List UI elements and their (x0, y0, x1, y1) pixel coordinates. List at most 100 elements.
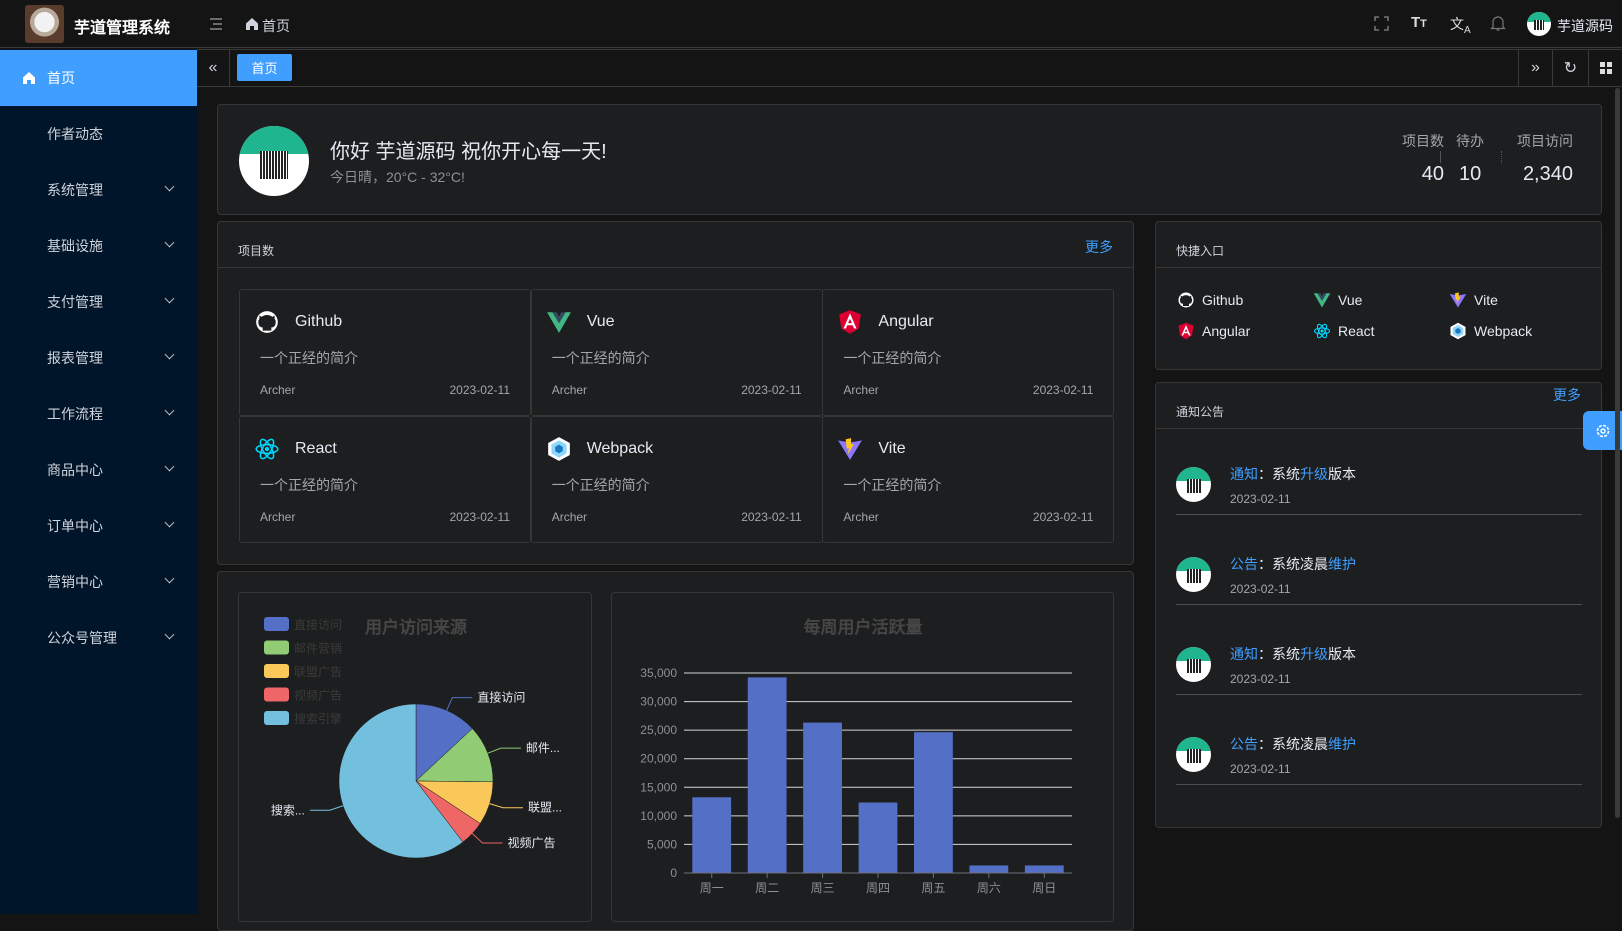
project-date: 2023-02-11 (1032, 510, 1094, 524)
sidebar-item[interactable]: 营销中心 (0, 554, 197, 610)
pie-legend-item[interactable]: 直接访问 (264, 617, 342, 632)
legend-swatch (264, 664, 289, 678)
shortcut-link[interactable]: Github (1177, 290, 1297, 312)
bar[interactable] (803, 722, 842, 873)
project-date: 2023-02-11 (449, 510, 511, 524)
scroll-tabs-left-button[interactable]: « (197, 50, 230, 86)
pie-slice[interactable] (415, 703, 473, 782)
notice-separator: ： (1258, 556, 1272, 572)
tab-home[interactable]: 首页 (237, 54, 292, 81)
shortcut-link[interactable]: React (1313, 321, 1433, 343)
pie-label: 邮件... (526, 741, 560, 755)
notice-date: 2023-02-11 (1230, 492, 1291, 506)
chevron-down-icon (164, 629, 175, 640)
notice-title[interactable]: 公告：系统凌晨维护 (1230, 734, 1356, 754)
shortcut-link[interactable]: Webpack (1449, 321, 1569, 343)
shortcut-link[interactable]: Vue (1313, 290, 1433, 312)
sidebar-item[interactable]: 系统管理 (0, 162, 197, 218)
sidebar-item[interactable]: 作者动态 (0, 106, 197, 162)
font-size-icon[interactable]: TT (1411, 14, 1427, 31)
notice-list: 通知：系统升级版本 2023-02-11 公告：系统凌晨维护 2023-02-11 通知… (1156, 429, 1603, 829)
pie-legend-item[interactable]: 搜索引擎 (264, 711, 342, 726)
pie-slice[interactable] (415, 728, 494, 783)
notice-type: 通知 (1230, 646, 1258, 662)
sidebar-item[interactable]: 支付管理 (0, 274, 197, 330)
sidebar-item-label: 支付管理 (47, 294, 103, 310)
pie-label-line (487, 747, 521, 754)
notices-more-link[interactable]: 更多 (1553, 387, 1581, 403)
page-scrollbar[interactable] (1615, 88, 1620, 818)
y-tick-label: 15,000 (640, 780, 677, 794)
projects-more-link[interactable]: 更多 (1085, 239, 1113, 255)
pie-legend-item[interactable]: 视频广告 (264, 687, 342, 703)
sidebar-item-label: 公众号管理 (47, 630, 117, 646)
menu-collapse-icon[interactable] (209, 17, 223, 31)
breadcrumb-home[interactable]: 首页 (262, 18, 290, 34)
shortcut-label: Vite (1474, 292, 1498, 308)
react-icon (1313, 323, 1331, 339)
webpack-icon (547, 437, 570, 461)
project-card[interactable]: Angular 一个正经的简介 Archer 2023-02-11 (822, 289, 1115, 416)
notice-title[interactable]: 公告：系统凌晨维护 (1230, 554, 1356, 574)
refresh-button[interactable]: ↻ (1552, 50, 1588, 86)
chevron-down-icon (164, 237, 175, 248)
sidebar-item[interactable]: 订单中心 (0, 498, 197, 554)
bell-icon[interactable] (1490, 14, 1506, 32)
stat-visits-value: 2,340 (1522, 163, 1573, 185)
stat-projects-label: 项目数 (1402, 133, 1444, 149)
sidebar-item[interactable]: 工作流程 (0, 386, 197, 442)
project-card[interactable]: Vite 一个正经的简介 Archer 2023-02-11 (822, 416, 1115, 543)
notice-title[interactable]: 通知：系统升级版本 (1230, 644, 1356, 664)
notice-title[interactable]: 通知：系统升级版本 (1230, 464, 1356, 484)
project-author: Archer (260, 510, 296, 524)
sidebar-item[interactable]: 基础设施 (0, 218, 197, 274)
stat-divider (1501, 151, 1502, 163)
project-card[interactable]: Github 一个正经的简介 Archer 2023-02-11 (239, 289, 531, 416)
project-card[interactable]: React 一个正经的简介 Archer 2023-02-11 (239, 416, 531, 543)
project-card[interactable]: Webpack 一个正经的简介 Archer 2023-02-11 (530, 416, 823, 543)
chevron-down-icon (164, 181, 175, 192)
shortcut-list: Github Vue Vite Angular React Webpack (1156, 268, 1603, 368)
sidebar-item[interactable]: 公众号管理 (0, 610, 197, 666)
notice-separator: ： (1258, 736, 1272, 752)
sidebar-item-label: 工作流程 (47, 406, 103, 422)
bar[interactable] (747, 677, 787, 873)
chevron-down-icon (164, 461, 175, 472)
x-tick-label: 周三 (811, 881, 835, 895)
shortcut-link[interactable]: Angular (1177, 321, 1297, 343)
sidebar-item[interactable]: 报表管理 (0, 330, 197, 386)
project-desc: 一个正经的简介 (260, 350, 358, 366)
legend-label: 邮件营销 (294, 642, 342, 656)
bar[interactable] (914, 732, 953, 873)
bar[interactable] (1024, 865, 1064, 873)
fullscreen-icon[interactable] (1374, 16, 1389, 31)
translate-icon[interactable]: 文A (1450, 16, 1471, 36)
github-icon (1178, 292, 1194, 308)
notice-divider (1176, 514, 1582, 515)
project-card[interactable]: Vue 一个正经的简介 Archer 2023-02-11 (530, 289, 823, 416)
sidebar-item[interactable]: 商品中心 (0, 442, 197, 498)
tab-menu-button[interactable] (1588, 50, 1622, 86)
sidebar-item[interactable]: 首页 (0, 50, 197, 106)
project-author: Archer (843, 510, 879, 524)
chevron-down-icon (164, 405, 175, 416)
notice-divider (1176, 694, 1582, 695)
scroll-tabs-right-button[interactable]: » (1518, 50, 1552, 86)
chevron-down-icon (164, 517, 175, 528)
shortcut-link[interactable]: Vite (1449, 290, 1569, 312)
pie-legend-item[interactable]: 邮件营销 (264, 640, 342, 656)
user-name[interactable]: 芋道源码 (1557, 18, 1613, 34)
legend-label: 联盟广告 (294, 665, 342, 679)
pie-legend-item[interactable]: 联盟广告 (264, 664, 342, 679)
grid-icon (1599, 62, 1612, 74)
project-name: Angular (878, 313, 934, 330)
y-tick-label: 10,000 (640, 809, 677, 823)
pie-chart-box: 用户访问来源 直接访问 邮件营销 联盟广告 视频广告 搜索引擎 直接访问 邮件... 联盟...… (238, 592, 592, 922)
projects-card: 项目数 更多 Github 一个正经的简介 Archer 2023-02-11 Vue 一… (217, 221, 1134, 565)
user-avatar[interactable] (1527, 12, 1551, 36)
bar[interactable] (858, 802, 898, 873)
charts-card: 用户访问来源 直接访问 邮件营销 联盟广告 视频广告 搜索引擎 直接访问 邮件... 联盟...… (217, 571, 1134, 931)
chevron-down-icon (164, 573, 175, 584)
bar[interactable] (692, 797, 732, 873)
bar[interactable] (969, 865, 1009, 873)
